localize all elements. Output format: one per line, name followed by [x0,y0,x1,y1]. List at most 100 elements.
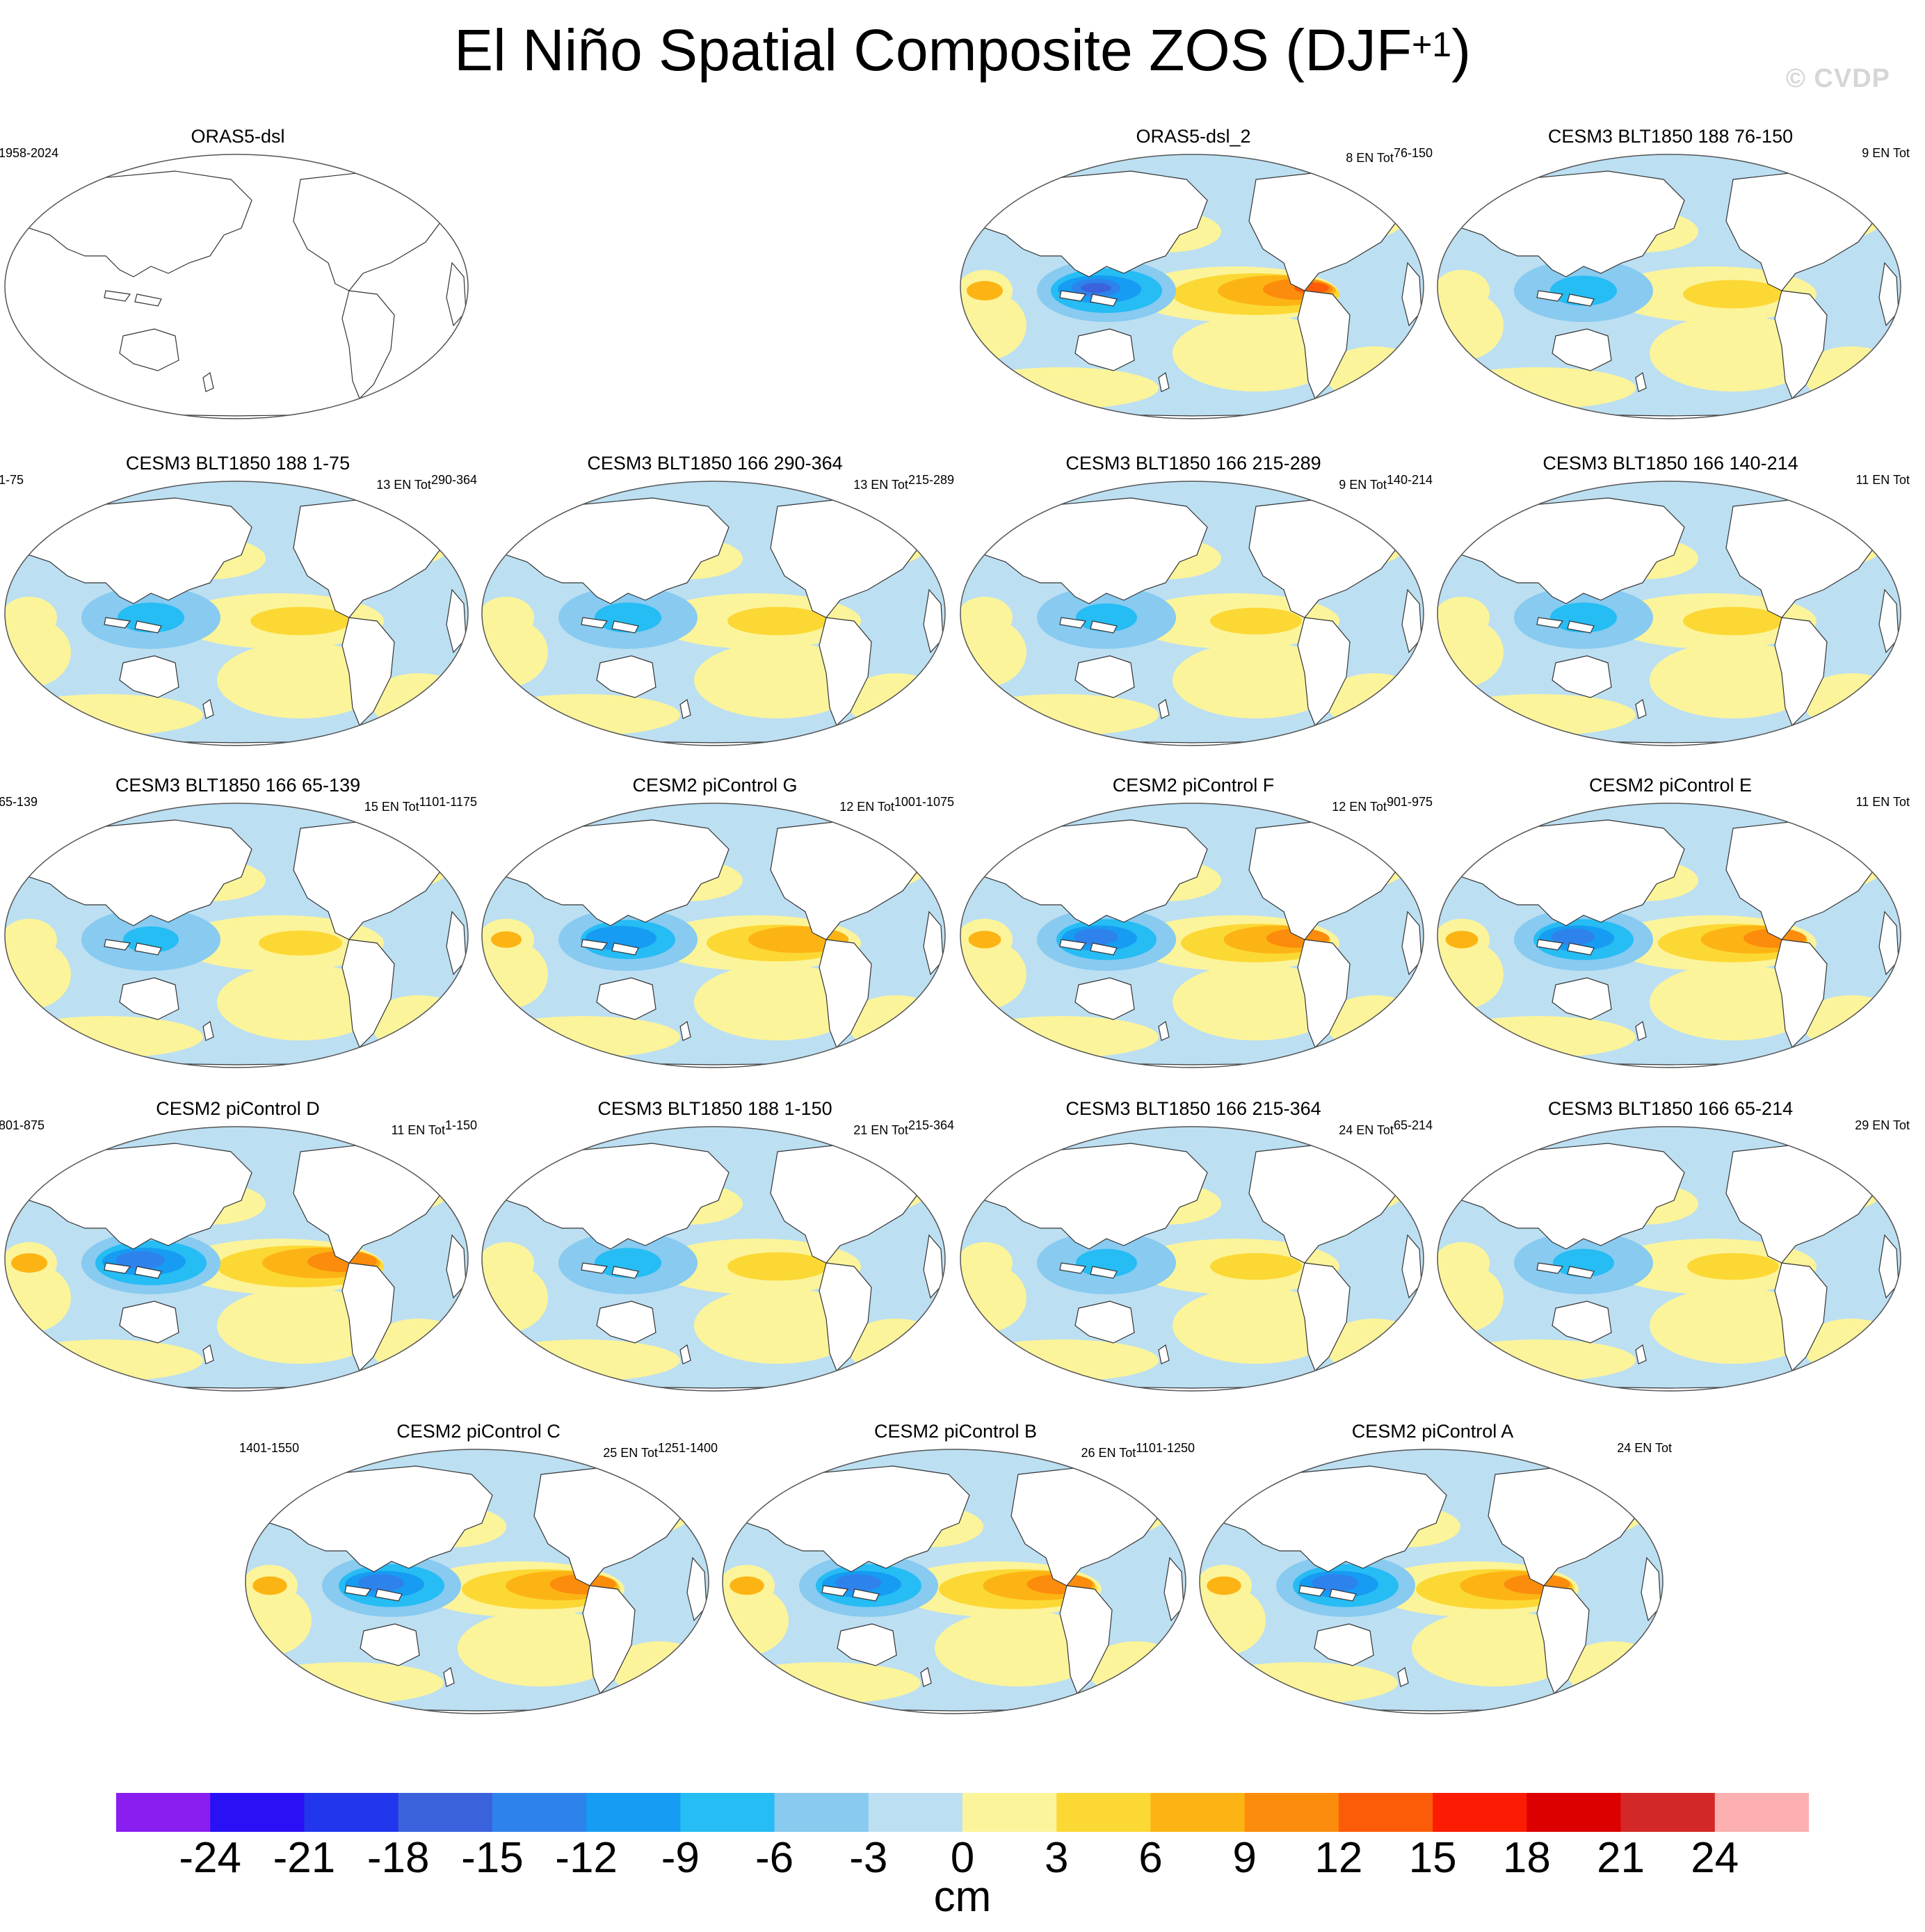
map-panel: CESM3 BLT1850 166 215-364 24 EN Tot65-214 [957,1097,1433,1403]
panel-event-count-text: 13 EN Tot [853,478,908,492]
map-border [1437,803,1901,1068]
colorbar-swatch [1714,1793,1809,1832]
land-mass [1059,1585,1113,1695]
robinson-map [1437,154,1901,419]
map-panel: CESM3 BLT1850 166 140-214 11 EN Tot [1434,452,1910,758]
land-mass [819,1262,872,1372]
panel-event-count: 9 EN Tot [1862,146,1910,161]
land-mass [1074,1301,1135,1344]
panel-title: CESM2 piControl C [396,1421,561,1442]
panel-event-count: 12 EN Tot901-975 [1332,795,1433,814]
robinson-map [960,154,1424,419]
map-border [1199,1449,1664,1714]
land-mass [819,617,872,727]
robinson-map [245,1449,709,1714]
colorbar-tick-label: 21 [1597,1834,1645,1882]
land-mass [821,1585,849,1597]
land-mass [104,939,131,951]
panel-event-count: 11 EN Tot1-150 [392,1118,477,1138]
land-mass [837,1623,897,1666]
land-mass [1090,620,1118,634]
land-mass [1461,497,1685,604]
land-mass [582,1585,636,1695]
robinson-map [1199,1449,1664,1714]
land-mass [1397,1666,1409,1687]
land-mass [29,819,252,926]
colorbar-swatch [398,1793,493,1832]
land-mass [1074,977,1135,1020]
land-mass [1552,1301,1612,1344]
robinson-map [960,1126,1424,1392]
positive-anomaly-region [8,1339,203,1381]
positive-anomaly-region [935,1610,1102,1687]
land-mass [104,290,131,302]
map-panel: CESM2 piControl C 1401-1550 25 EN Tot1251-… [239,1420,718,1726]
panel-title: ORAS5-dsl [191,126,285,147]
map-border [960,481,1424,746]
robinson-map [4,154,469,419]
colorbar-swatch [304,1793,399,1832]
land-mass [1059,939,1087,951]
land-mass [119,328,179,371]
panel-event-count: 25 EN Tot1251-1400 [603,1441,718,1460]
panel-event-count: 11 EN Tot [1856,473,1910,488]
land-mass [819,939,872,1049]
land-mass [1297,617,1351,727]
land-mass [29,497,252,604]
positive-anomaly-region [964,367,1159,409]
colorbar-tick-label: -9 [661,1834,700,1882]
panel-event-count-text: 25 EN Tot [603,1446,658,1460]
land-mass [923,1234,944,1299]
colorbar-tick-label: 0 [950,1834,975,1882]
map-border [245,1449,709,1714]
positive-anomaly-region [964,694,1159,736]
land-mass [679,1344,691,1365]
panel-event-count-text: 12 EN Tot [839,800,894,814]
panel-event-count: 13 EN Tot215-289 [853,473,954,492]
next-panel-period-label: 290-364 [430,473,477,487]
panel-title: CESM3 BLT1850 166 65-214 [1547,1098,1794,1119]
robinson-map [960,481,1424,746]
robinson-map [4,481,469,746]
positive-anomaly-region [1650,1287,1817,1364]
positive-anomaly-region [964,1016,1159,1058]
next-panel-period-label: 215-289 [908,473,954,487]
map-border [1437,154,1901,419]
map-panel: CESM2 piControl A 24 EN Tot [1196,1420,1672,1726]
colorbar-tick-label: 12 [1314,1834,1363,1882]
next-panel-period-label: 140-214 [1386,473,1433,487]
next-panel-period-label: 1101-1250 [1136,1441,1195,1455]
land-mass [611,620,639,634]
positive-anomaly-region [1650,642,1817,718]
land-mass [344,1585,372,1597]
land-mass [269,1465,493,1572]
land-mass [1223,1465,1447,1572]
positive-anomaly-region [217,642,384,718]
colorbar-swatch [492,1793,587,1832]
land-mass [1074,655,1135,698]
map-border [960,154,1424,419]
land-mass [1298,1585,1326,1597]
land-mass [1536,290,1564,302]
map-panel: CESM2 piControl G 12 EN Tot1001-1075 [478,774,954,1080]
land-mass [1297,290,1351,400]
figure-title-superscript: +1 [1412,25,1452,64]
map-panel: ORAS5-dsl 1958-2024 [0,125,474,431]
map-border [4,803,469,1068]
map-panel: CESM3 BLT1850 166 65-139 65-139 15 EN Tot1… [0,774,477,1080]
colorbar-swatch [1527,1793,1622,1832]
land-mass [1552,977,1612,1020]
land-mass [104,1262,131,1274]
panel-event-count: 13 EN Tot290-364 [376,473,477,492]
map-panel: ORAS5-dsl_2 8 EN Tot76-150 [957,125,1433,431]
panel-title: CESM3 BLT1850 188 1-150 [597,1098,832,1119]
positive-anomaly-region [485,1339,680,1381]
land-mass [1297,1262,1351,1372]
land-mass [1774,617,1828,727]
map-border [960,1126,1424,1392]
watermark: © CVDP [1785,64,1890,93]
land-mass [1567,620,1595,634]
next-panel-period-label: 65-214 [1393,1118,1433,1132]
panel-title: CESM3 BLT1850 166 65-139 [115,775,361,796]
panel-event-count: 21 EN Tot215-364 [853,1118,954,1138]
